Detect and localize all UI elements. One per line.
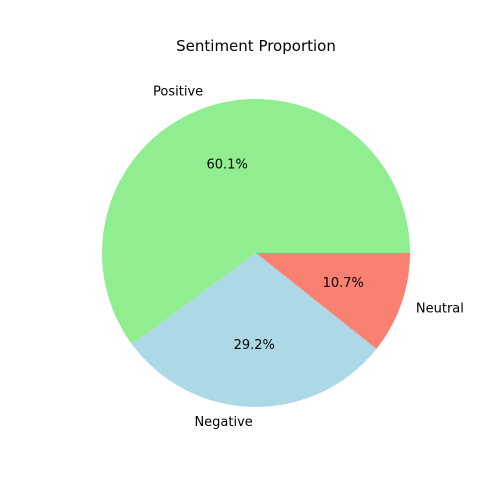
category-label-neutral: Neutral — [416, 301, 464, 316]
chart-title: Sentiment Proportion — [176, 37, 336, 55]
pct-label-positive: 60.1% — [207, 158, 248, 173]
pie-slice-positive — [101, 98, 410, 345]
category-label-positive: Positive — [153, 85, 203, 100]
pct-label-neutral: 10.7% — [323, 276, 364, 291]
pct-label-negative: 29.2% — [234, 338, 275, 353]
pie-labels: 60.1% Positive 29.2% Negative 10.7% Neutral — [153, 85, 464, 430]
category-label-negative: Negative — [194, 415, 252, 430]
pie-slices — [101, 98, 410, 408]
pie-slice-negative — [131, 253, 377, 408]
pie-slice-neutral — [256, 253, 410, 349]
